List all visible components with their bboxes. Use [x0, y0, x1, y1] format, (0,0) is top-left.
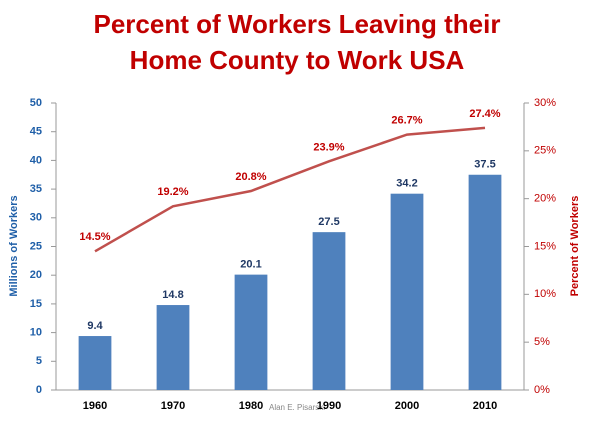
- y-tick-label: 30: [30, 212, 42, 224]
- y2-tick-label: 30%: [534, 97, 556, 109]
- y-tick-label: 35: [30, 183, 42, 195]
- line-label: 23.9%: [313, 141, 344, 153]
- x-tick-label: 2000: [395, 400, 419, 412]
- bar-label: 34.2: [396, 178, 417, 190]
- chart-title: Home County to Work USA: [130, 45, 465, 75]
- y-tick-label: 5: [36, 355, 42, 367]
- bar-label: 9.4: [87, 320, 103, 332]
- x-tick-label: 1970: [161, 400, 185, 412]
- line-label: 20.8%: [235, 171, 266, 183]
- y2-tick-label: 20%: [534, 193, 556, 205]
- y-tick-label: 15: [30, 298, 42, 310]
- bar-label: 20.1: [240, 259, 261, 271]
- y-tick-label: 0: [36, 384, 42, 396]
- y2-tick-label: 10%: [534, 288, 556, 300]
- bar-label: 14.8: [162, 289, 183, 301]
- bar: [312, 232, 346, 390]
- line-label: 19.2%: [157, 186, 188, 198]
- line-label: 14.5%: [79, 231, 110, 243]
- x-tick-label: 1960: [83, 400, 107, 412]
- bar: [390, 193, 424, 390]
- line: [94, 126, 486, 253]
- y-axis-title: Millions of Workers: [8, 195, 20, 296]
- y-tick-label: 45: [30, 126, 42, 138]
- line-label: 27.4%: [469, 108, 500, 120]
- bar: [468, 174, 502, 390]
- y2-tick-label: 0%: [534, 384, 550, 396]
- y-tick-label: 50: [30, 97, 42, 109]
- x-tick-label: 1990: [317, 400, 341, 412]
- y2-axis-title: Percent of Workers: [569, 196, 581, 297]
- y-tick-label: 10: [30, 327, 42, 339]
- y2-tick-label: 5%: [534, 336, 550, 348]
- bar-label: 27.5: [318, 216, 339, 228]
- y2-tick-label: 25%: [534, 145, 556, 157]
- x-tick-label: 2010: [473, 400, 497, 412]
- y-tick-label: 40: [30, 154, 42, 166]
- bar-label: 37.5: [474, 159, 495, 171]
- y-tick-label: 20: [30, 269, 42, 281]
- bar: [234, 274, 268, 390]
- x-tick-label: 1980: [239, 400, 263, 412]
- y-tick-label: 25: [30, 240, 42, 252]
- bar: [156, 305, 190, 390]
- line-label: 26.7%: [391, 114, 422, 126]
- bar: [78, 336, 112, 390]
- credit: Alan E. Pisarski: [269, 403, 325, 412]
- y2-tick-label: 15%: [534, 240, 556, 252]
- chart-title: Percent of Workers Leaving their: [94, 9, 501, 39]
